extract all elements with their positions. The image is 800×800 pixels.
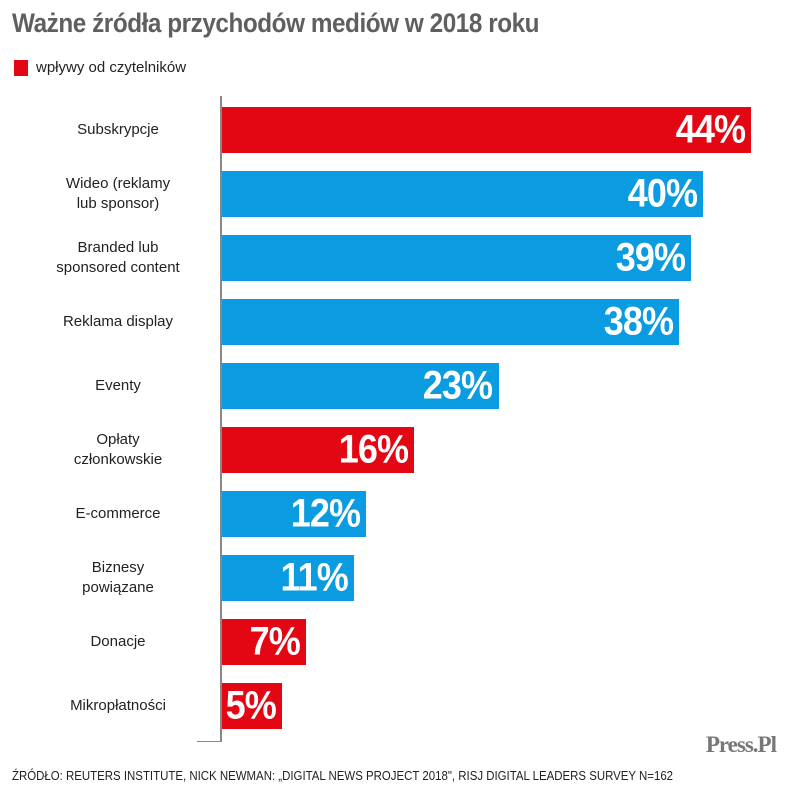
legend: wpływy od czytelników (14, 59, 186, 76)
bar-value-label: 5% (225, 683, 277, 728)
category-label: Branded lub sponsored content (28, 238, 208, 278)
source-note: ŹRÓDŁO: REUTERS INSTITUTE, NICK NEWMAN: … (12, 768, 674, 783)
bar-value-label: 11% (280, 555, 349, 600)
category-label-line: Wideo (reklamy (65, 175, 171, 192)
bar-value-label: 23% (423, 363, 493, 408)
category-label-line: sponsored content (56, 259, 180, 276)
y-axis-line (220, 96, 222, 742)
category-label-line: Eventy (95, 377, 141, 394)
bar: 39% (222, 235, 691, 281)
category-label: Biznesy powiązane (28, 558, 208, 598)
bar: 5% (222, 683, 283, 729)
axis-tick (197, 741, 221, 742)
bar-value-label: 40% (627, 171, 698, 216)
chart-title: Ważne źródła przychodów mediów w 2018 ro… (12, 8, 540, 38)
category-label-line: Subskrypcje (77, 121, 159, 138)
category-label: Opłaty członkowskie (28, 430, 208, 470)
bar: 38% (222, 299, 679, 345)
bar: 44% (222, 107, 751, 153)
bar: 40% (222, 171, 703, 217)
press-logo: Press.Pl (705, 732, 777, 757)
legend-swatch-reader (14, 59, 28, 76)
category-label: E-commerce (28, 504, 208, 524)
category-label-line: powiązane (82, 579, 154, 596)
category-label-line: lub sponsor) (76, 195, 160, 212)
category-label: Mikropłatności (28, 696, 208, 716)
category-label: Donacje (28, 632, 208, 652)
category-label-line: Opłaty (96, 431, 140, 448)
bar: 11% (222, 555, 355, 601)
bar: 16% (222, 427, 415, 473)
category-label-line: E-commerce (75, 505, 161, 522)
category-label: Eventy (28, 376, 208, 396)
category-label-line: Reklama display (62, 313, 174, 330)
bar-value-label: 7% (249, 619, 301, 664)
bar: 12% (222, 491, 367, 537)
category-label-line: Mikropłatności (70, 697, 166, 714)
category-label-line: członkowskie (73, 451, 163, 468)
bar: 7% (222, 619, 307, 665)
category-label-line: Branded lub (77, 239, 159, 256)
bar-value-label: 44% (675, 107, 746, 152)
bar-value-label: 12% (290, 491, 361, 536)
bar-value-label: 16% (339, 427, 409, 472)
category-label-line: Biznesy (91, 559, 145, 576)
category-label: Reklama display (28, 312, 208, 332)
category-label: Subskrypcje (28, 120, 208, 140)
bar-value-label: 39% (615, 235, 686, 280)
legend-label: wpływy od czytelników (36, 59, 187, 76)
category-label-line: Donacje (90, 633, 146, 650)
bar: 23% (222, 363, 499, 409)
category-label: Wideo (reklamy lub sponsor) (28, 174, 208, 214)
bar-value-label: 38% (603, 299, 674, 344)
